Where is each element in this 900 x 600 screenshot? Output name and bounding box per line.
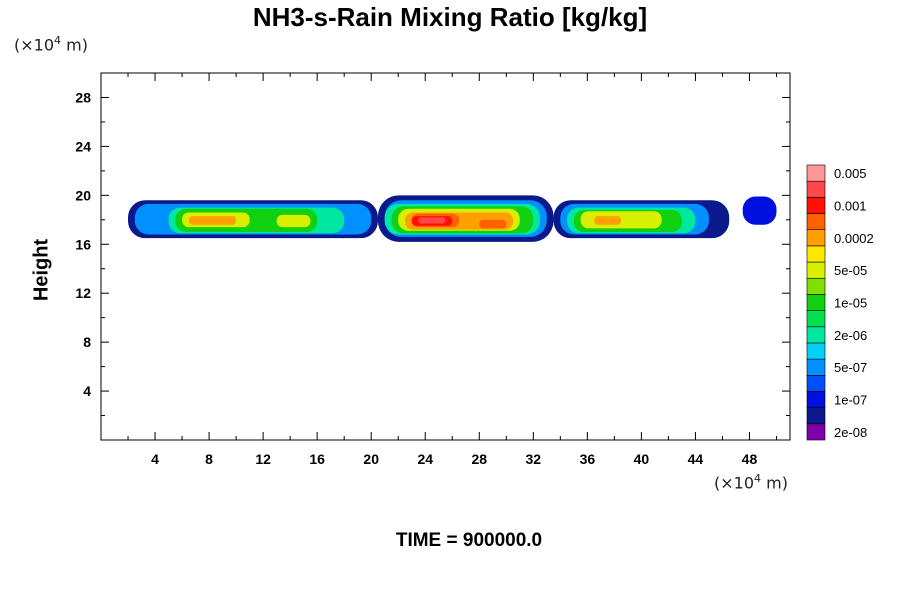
x-tick-label: 36 [580,451,596,467]
colorbar-swatch [806,358,826,376]
y-tick-label: 4 [83,383,91,399]
colorbar-swatch [806,229,826,247]
colorbar-swatch [806,164,826,182]
colorbar-swatch [806,342,826,360]
contour-region-16 [580,211,662,229]
time-label: TIME = 900000.0 [395,530,543,551]
colorbar-label: 0.001 [834,198,867,213]
y-tick-label: 12 [75,285,91,301]
colorbar-label: 1e-05 [834,296,867,311]
colorbar-swatch [806,277,826,295]
y-unit-suffix: m) [61,35,88,55]
colorbar-swatch [806,374,826,392]
x-tick-label: 24 [417,451,433,467]
colorbar-swatch [806,180,826,198]
x-axis-unit: (×104 m) [714,472,788,492]
x-tick-label: 28 [471,451,487,467]
y-axis-unit: (×104 m) [14,34,88,54]
contour-region-3 [742,196,777,225]
x-tick-label: 32 [526,451,542,467]
colorbar-swatch [806,213,826,231]
contour-layer [128,195,777,242]
colorbar-swatch [806,326,826,344]
chart-title: NH3-s-Rain Mixing Ratio [kg/kg] [252,2,648,32]
y-unit-prefix: (×10 [14,35,55,55]
x-unit-exponent: 4 [754,472,762,485]
y-tick-label: 16 [75,236,91,252]
colorbar-label: 2e-06 [834,328,867,343]
x-tick-label: 16 [309,451,325,467]
colorbar-label: 5e-07 [834,360,867,375]
colorbar-swatch [806,407,826,425]
colorbar-label: 2e-08 [834,425,867,440]
colorbar-swatch [806,261,826,279]
x-unit-prefix: (×10 [714,473,755,493]
y-tick-label: 28 [75,89,91,105]
contour-region-23 [418,217,446,224]
y-tick-label: 24 [75,138,91,154]
y-unit-exponent: 4 [54,34,62,47]
colorbar-swatch [806,245,826,263]
contour-region-18 [594,216,622,225]
x-unit-suffix: m) [761,473,788,493]
x-tick-label: 20 [363,451,379,467]
colorbar-label: 1e-07 [834,393,867,408]
colorbar-swatch [806,310,826,328]
x-tick-label: 40 [634,451,650,467]
y-tick-label: 8 [83,334,91,350]
colorbar-label: 0.0002 [834,231,874,246]
y-tick-label: 20 [75,187,91,203]
contour-region-21 [479,219,507,229]
plot-frame [100,72,791,441]
contour-region-14 [276,214,311,228]
colorbar-swatch [806,391,826,408]
colorbar-label: 5e-05 [834,263,867,278]
x-tick-label: 8 [205,451,213,467]
colorbar: 2e-08 1e-07 5e-07 2e-06 1e-05 5e-05 0.0002 0.00… [806,164,874,441]
x-tick-label: 4 [151,451,159,467]
colorbar-swatch [806,294,826,311]
x-tick-label: 12 [255,451,271,467]
colorbar-swatch [806,197,826,214]
contour-region-17 [188,216,237,225]
x-tick-label: 44 [688,451,704,467]
colorbar-label: 0.005 [834,166,867,181]
colorbar-swatch [806,423,826,441]
x-tick-label: 48 [742,451,758,467]
